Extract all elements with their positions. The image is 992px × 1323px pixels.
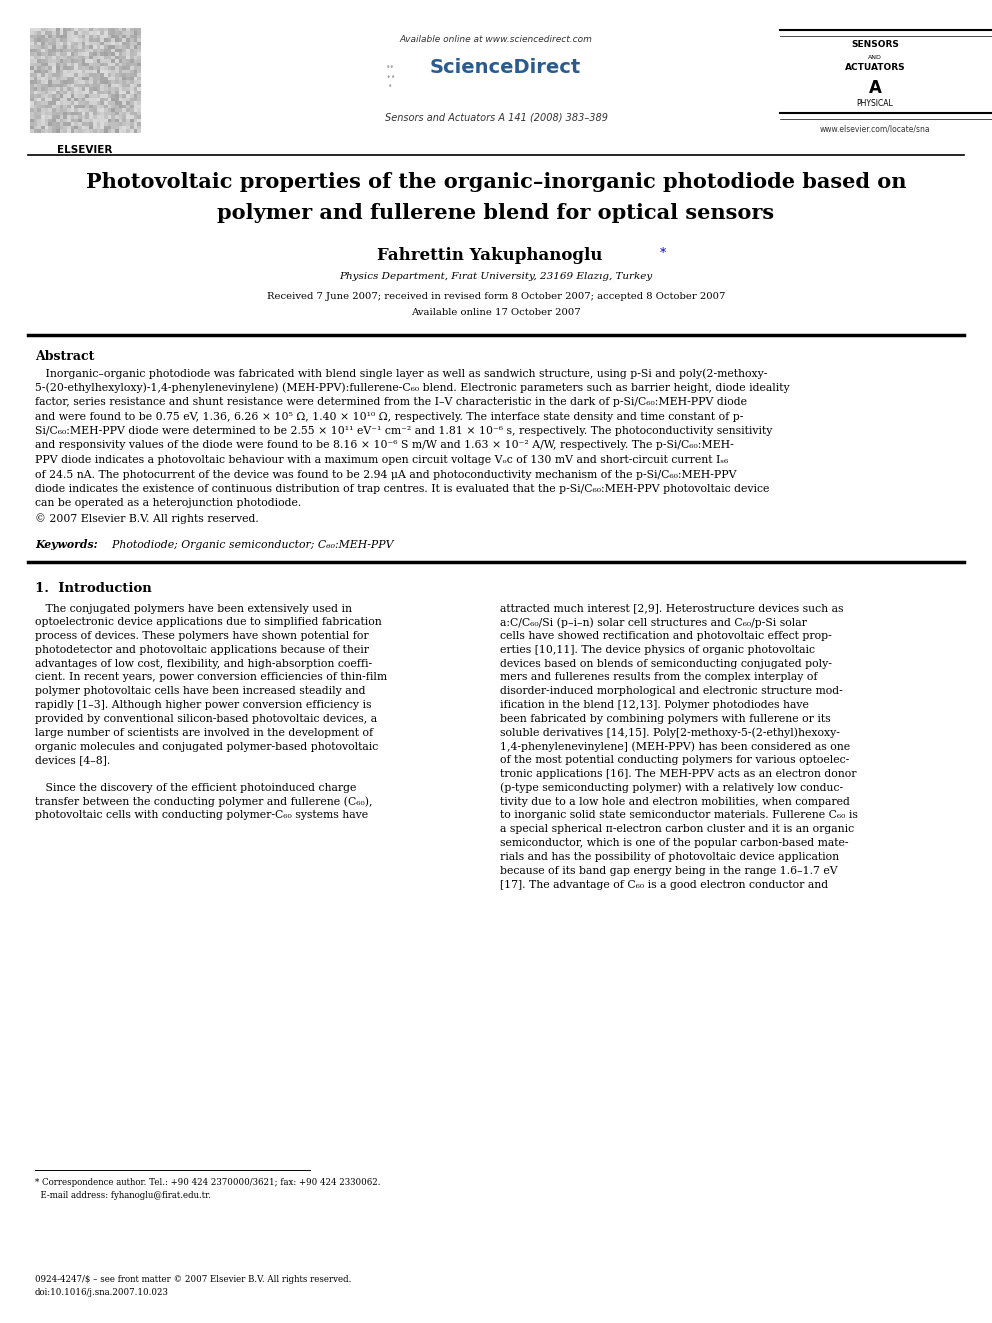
Text: A: A [869,79,882,97]
Text: soluble derivatives [14,15]. Poly[2-methoxy-5-(2-ethyl)hexoxy-: soluble derivatives [14,15]. Poly[2-meth… [500,728,840,738]
Text: ••
 ••
•: •• •• • [384,64,396,91]
Text: can be operated as a heterojunction photodiode.: can be operated as a heterojunction phot… [35,499,302,508]
Text: Photodiode; Organic semiconductor; C₆₀:MEH-PPV: Photodiode; Organic semiconductor; C₆₀:M… [105,540,394,549]
Text: cells have showed rectification and photovoltaic effect prop-: cells have showed rectification and phot… [500,631,831,642]
Text: transfer between the conducting polymer and fullerene (C₆₀),: transfer between the conducting polymer … [35,796,373,807]
Text: [17]. The advantage of C₆₀ is a good electron conductor and: [17]. The advantage of C₆₀ is a good ele… [500,880,828,889]
Text: tivity due to a low hole and electron mobilities, when compared: tivity due to a low hole and electron mo… [500,796,850,807]
Text: Received 7 June 2007; received in revised form 8 October 2007; accepted 8 Octobe: Received 7 June 2007; received in revise… [267,292,725,302]
Text: advantages of low cost, flexibility, and high-absorption coeffi-: advantages of low cost, flexibility, and… [35,659,372,668]
Text: of the most potential conducting polymers for various optoelec-: of the most potential conducting polymer… [500,755,849,765]
Text: rapidly [1–3]. Although higher power conversion efficiency is: rapidly [1–3]. Although higher power con… [35,700,371,710]
Text: Keywords:: Keywords: [35,540,97,550]
Text: been fabricated by combining polymers with fullerene or its: been fabricated by combining polymers wi… [500,714,830,724]
Text: and responsivity values of the diode were found to be 8.16 × 10⁻⁶ S m/W and 1.63: and responsivity values of the diode wer… [35,441,734,451]
Text: Since the discovery of the efficient photoinduced charge: Since the discovery of the efficient pho… [35,783,356,792]
Text: mers and fullerenes results from the complex interplay of: mers and fullerenes results from the com… [500,672,817,683]
Text: Abstract: Abstract [35,351,94,363]
Text: 1,4-phenylenevinylene] (MEH-PPV) has been considered as one: 1,4-phenylenevinylene] (MEH-PPV) has bee… [500,741,850,751]
Text: devices based on blends of semiconducting conjugated poly-: devices based on blends of semiconductin… [500,659,832,668]
Text: E-mail address: fyhanoglu@firat.edu.tr.: E-mail address: fyhanoglu@firat.edu.tr. [35,1191,211,1200]
Text: 1.  Introduction: 1. Introduction [35,582,152,594]
Text: The conjugated polymers have been extensively used in: The conjugated polymers have been extens… [35,603,352,614]
Text: a special spherical π-electron carbon cluster and it is an organic: a special spherical π-electron carbon cl… [500,824,854,835]
Text: polymer photovoltaic cells have been increased steadily and: polymer photovoltaic cells have been inc… [35,687,365,696]
Text: devices [4–8].: devices [4–8]. [35,755,110,765]
Text: ACTUATORS: ACTUATORS [844,64,906,71]
Text: of 24.5 nA. The photocurrent of the device was found to be 2.94 μA and photocond: of 24.5 nA. The photocurrent of the devi… [35,470,736,479]
Text: * Correspondence author. Tel.: +90 424 2370000/3621; fax: +90 424 2330062.: * Correspondence author. Tel.: +90 424 2… [35,1177,381,1187]
Text: cient. In recent years, power conversion efficiencies of thin-film: cient. In recent years, power conversion… [35,672,387,683]
Text: www.elsevier.com/locate/sna: www.elsevier.com/locate/sna [819,124,930,134]
Text: SENSORS: SENSORS [851,40,899,49]
Text: attracted much interest [2,9]. Heterostructure devices such as: attracted much interest [2,9]. Heterostr… [500,603,843,614]
Text: tronic applications [16]. The MEH-PPV acts as an electron donor: tronic applications [16]. The MEH-PPV ac… [500,769,856,779]
Text: because of its band gap energy being in the range 1.6–1.7 eV: because of its band gap energy being in … [500,865,837,876]
Text: AND: AND [868,56,882,60]
Text: optoelectronic device applications due to simplified fabrication: optoelectronic device applications due t… [35,618,382,627]
Text: ScienceDirect: ScienceDirect [430,58,580,77]
Text: Fahrettin Yakuphanoglu: Fahrettin Yakuphanoglu [377,247,603,265]
Text: to inorganic solid state semiconductor materials. Fullerene C₆₀ is: to inorganic solid state semiconductor m… [500,811,858,820]
Text: diode indicates the existence of continuous distribution of trap centres. It is : diode indicates the existence of continu… [35,484,770,493]
Text: and were found to be 0.75 eV, 1.36, 6.26 × 10⁵ Ω, 1.40 × 10¹⁰ Ω, respectively. T: and were found to be 0.75 eV, 1.36, 6.26… [35,411,743,422]
Text: ELSEVIER: ELSEVIER [58,146,113,155]
Text: Available online 17 October 2007: Available online 17 October 2007 [412,308,580,318]
Text: disorder-induced morphological and electronic structure mod-: disorder-induced morphological and elect… [500,687,843,696]
Text: photodetector and photovoltaic applications because of their: photodetector and photovoltaic applicati… [35,644,369,655]
Text: large number of scientists are involved in the development of: large number of scientists are involved … [35,728,373,738]
Text: 5-(20-ethylhexyloxy)-1,4-phenylenevinylene) (MEH-PPV):fullerene-C₆₀ blend. Elect: 5-(20-ethylhexyloxy)-1,4-phenylenevinyle… [35,382,790,393]
Text: Physics Department, Fırat University, 23169 Elazıg, Turkey: Physics Department, Fırat University, 23… [339,273,653,280]
Text: rials and has the possibility of photovoltaic device application: rials and has the possibility of photovo… [500,852,839,861]
Text: factor, series resistance and shunt resistance were determined from the I–V char: factor, series resistance and shunt resi… [35,397,747,407]
Text: Available online at www.sciencedirect.com: Available online at www.sciencedirect.co… [400,34,592,44]
Text: © 2007 Elsevier B.V. All rights reserved.: © 2007 Elsevier B.V. All rights reserved… [35,513,259,524]
Text: PPV diode indicates a photovoltaic behaviour with a maximum open circuit voltage: PPV diode indicates a photovoltaic behav… [35,455,728,464]
Text: organic molecules and conjugated polymer-based photovoltaic: organic molecules and conjugated polymer… [35,741,378,751]
Text: photovoltaic cells with conducting polymer-C₆₀ systems have: photovoltaic cells with conducting polym… [35,811,368,820]
Text: Si/C₆₀:MEH-PPV diode were determined to be 2.55 × 10¹¹ eV⁻¹ cm⁻² and 1.81 × 10⁻⁶: Si/C₆₀:MEH-PPV diode were determined to … [35,426,773,437]
Text: PHYSICAL: PHYSICAL [857,99,894,108]
Text: 0924-4247/$ – see front matter © 2007 Elsevier B.V. All rights reserved.: 0924-4247/$ – see front matter © 2007 El… [35,1275,351,1285]
Text: Sensors and Actuators A 141 (2008) 383–389: Sensors and Actuators A 141 (2008) 383–3… [385,112,607,122]
Text: ification in the blend [12,13]. Polymer photodiodes have: ification in the blend [12,13]. Polymer … [500,700,808,710]
Text: polymer and fullerene blend for optical sensors: polymer and fullerene blend for optical … [217,202,775,224]
Text: process of devices. These polymers have shown potential for: process of devices. These polymers have … [35,631,369,642]
Text: erties [10,11]. The device physics of organic photovoltaic: erties [10,11]. The device physics of or… [500,644,815,655]
Text: *: * [660,247,667,261]
Text: (p-type semiconducting polymer) with a relatively low conduc-: (p-type semiconducting polymer) with a r… [500,783,843,794]
Text: Inorganic–organic photodiode was fabricated with blend single layer as well as s: Inorganic–organic photodiode was fabrica… [35,368,768,378]
Text: provided by conventional silicon-based photovoltaic devices, a: provided by conventional silicon-based p… [35,714,377,724]
Text: Photovoltaic properties of the organic–inorganic photodiode based on: Photovoltaic properties of the organic–i… [85,172,907,192]
Text: doi:10.1016/j.sna.2007.10.023: doi:10.1016/j.sna.2007.10.023 [35,1289,169,1297]
Text: a:C/C₆₀/Si (p–i–n) solar cell structures and C₆₀/p-Si solar: a:C/C₆₀/Si (p–i–n) solar cell structures… [500,618,806,628]
Text: semiconductor, which is one of the popular carbon-based mate-: semiconductor, which is one of the popul… [500,837,848,848]
